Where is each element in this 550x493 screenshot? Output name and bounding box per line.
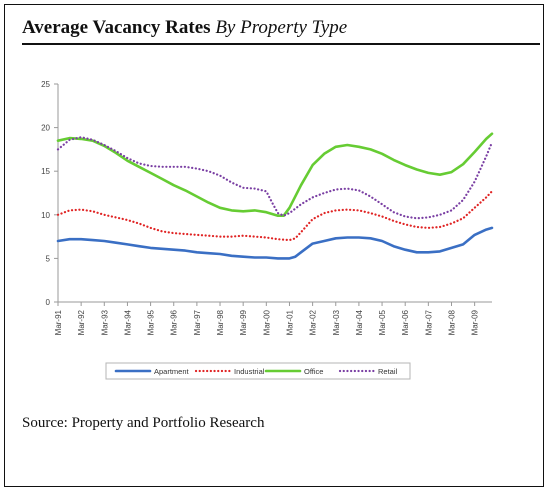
x-tick-label: Mar-05 bbox=[378, 309, 387, 335]
x-tick-label: Mar-03 bbox=[332, 309, 341, 335]
y-tick-label: 0 bbox=[46, 298, 51, 307]
figure-frame: Average Vacancy Rates By Property Type S… bbox=[4, 4, 544, 487]
x-tick-label: Mar-92 bbox=[77, 309, 86, 335]
x-tick-label: Mar-95 bbox=[147, 309, 156, 335]
title-main: Average Vacancy Rates bbox=[22, 17, 211, 38]
x-tick-label: Mar-96 bbox=[170, 309, 179, 335]
x-tick-label: Mar-01 bbox=[285, 309, 294, 335]
x-tick-label: Mar-97 bbox=[193, 309, 202, 335]
source-note: Source: Property and Portfolio Research bbox=[22, 415, 265, 431]
x-tick-label: Mar-99 bbox=[239, 309, 248, 335]
series-line-apartment bbox=[56, 226, 494, 260]
x-tick-label: Mar-06 bbox=[401, 309, 410, 335]
title-rule bbox=[22, 43, 540, 45]
y-tick-label: 25 bbox=[41, 80, 50, 89]
x-tick-label: Mar-94 bbox=[123, 309, 132, 335]
legend-box bbox=[105, 362, 411, 380]
legend-label-office: Office bbox=[304, 367, 323, 376]
y-tick-label: 20 bbox=[41, 124, 50, 133]
legend-label-apartment: Apartment bbox=[154, 367, 190, 376]
x-tick-label: Mar-09 bbox=[471, 309, 480, 335]
x-tick-label: Mar-93 bbox=[100, 309, 109, 335]
y-tick-label: 15 bbox=[41, 167, 50, 176]
x-tick-label: Mar-08 bbox=[447, 309, 456, 335]
page-title: Average Vacancy Rates By Property Type bbox=[22, 17, 347, 39]
title-sub: By Property Type bbox=[215, 17, 348, 38]
y-tick-label: 5 bbox=[46, 254, 51, 263]
series-line-office bbox=[56, 132, 494, 217]
x-tick-label: Mar-00 bbox=[262, 309, 271, 335]
series-line-retail bbox=[56, 136, 494, 220]
x-tick-label: Mar-07 bbox=[424, 309, 433, 335]
legend-label-industrial: Industrial bbox=[234, 367, 265, 376]
legend-label-retail: Retail bbox=[378, 367, 398, 376]
x-tick-label: Mar-04 bbox=[355, 309, 364, 335]
series-line-industrial bbox=[56, 190, 494, 242]
x-tick-label: Mar-98 bbox=[216, 309, 225, 335]
x-tick-label: Mar-91 bbox=[54, 309, 63, 335]
x-tick-label: Mar-02 bbox=[309, 309, 318, 335]
y-tick-label: 10 bbox=[41, 211, 50, 220]
